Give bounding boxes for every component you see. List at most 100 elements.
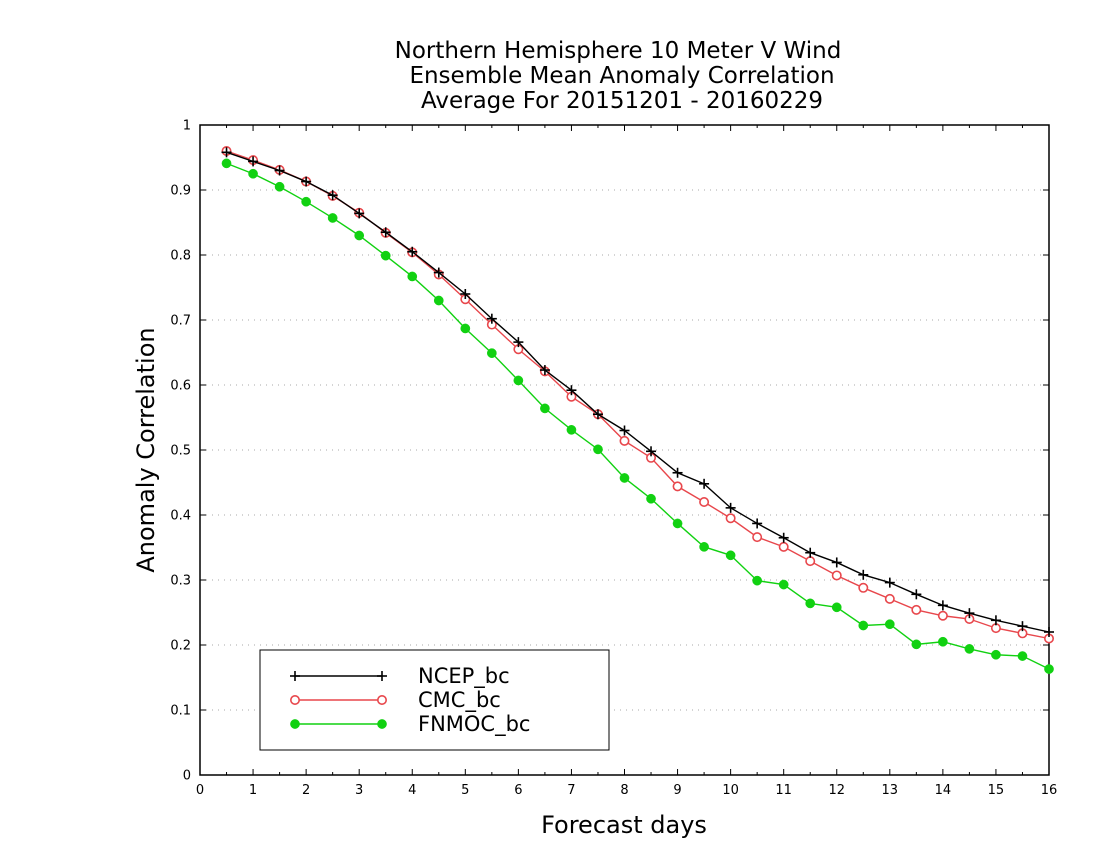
y-tick-label: 0.5 [170, 444, 191, 459]
y-tick-label: 0.3 [170, 574, 191, 589]
y-tick-label: 0.7 [170, 314, 191, 329]
data-point-FNMOC_bc [221, 158, 232, 169]
data-point-FNMOC_bc [831, 602, 842, 613]
data-point-FNMOC_bc [938, 636, 948, 647]
x-tick-label: 0 [196, 783, 204, 798]
y-tick-label: 0.2 [170, 639, 191, 654]
data-point-NCEP_bc [274, 165, 285, 176]
data-point-CMC_bc [778, 541, 789, 552]
series-line-CMC_bc [226, 150, 1050, 640]
x-axis-title: Forecast days [541, 811, 707, 839]
x-tick-label: 4 [408, 783, 416, 798]
data-point-FNMOC_bc [752, 575, 763, 586]
data-point-FNMOC_bc [593, 444, 603, 455]
data-point-NCEP_bc [752, 518, 763, 529]
series-line-NCEP_bc [226, 151, 1050, 633]
data-point-CMC_bc [937, 610, 948, 621]
data-point-NCEP_bc [460, 289, 471, 299]
data-point-FNMOC_bc [407, 271, 418, 282]
data-point-FNMOC_bc [433, 295, 444, 306]
data-point-FNMOC_bc [460, 323, 471, 334]
data-point-NCEP_bc [937, 600, 948, 611]
data-point-FNMOC_bc [1044, 664, 1054, 674]
y-tick-label: 0.9 [170, 184, 191, 199]
data-point-NCEP_bc [805, 547, 816, 558]
data-point-CMC_bc [805, 556, 816, 567]
y-tick-label: 0.6 [170, 379, 191, 394]
data-point-FNMOC_bc [858, 620, 869, 631]
series-layer [221, 146, 1055, 674]
data-point-FNMOC_bc [540, 403, 550, 414]
y-tick-label: 0.8 [170, 249, 191, 264]
data-point-NCEP_bc [911, 589, 922, 600]
legend-label: CMC_bc [418, 688, 501, 713]
data-point-FNMOC_bc [646, 493, 656, 504]
data-point-NCEP_bc [327, 190, 338, 201]
data-point-NCEP_bc [831, 557, 842, 568]
data-point-FNMOC_bc [964, 644, 975, 654]
data-point-FNMOC_bc [991, 649, 1001, 660]
data-point-NCEP_bc [407, 246, 418, 257]
legend-entry-CMC_bc: CMC_bc [289, 688, 501, 713]
data-point-CMC_bc [831, 570, 842, 581]
data-point-CMC_bc [619, 435, 630, 446]
data-point-FNMOC_bc [619, 473, 630, 483]
data-point-CMC_bc [884, 593, 895, 604]
data-point-FNMOC_bc [274, 181, 285, 192]
y-tick-label: 0.4 [170, 509, 191, 524]
data-point-FNMOC_bc [699, 542, 709, 552]
data-point-NCEP_bc [221, 147, 232, 158]
legend-entry-NCEP_bc: NCEP_bc [290, 664, 510, 689]
x-tick-label: 13 [882, 783, 899, 798]
data-point-FNMOC_bc [354, 230, 365, 241]
data-point-FNMOC_bc [725, 550, 736, 561]
data-point-FNMOC_bc [248, 168, 258, 179]
data-point-NCEP_bc [990, 615, 1001, 626]
data-point-FNMOC_bc [486, 348, 497, 358]
data-point-FNMOC_bc [380, 250, 391, 261]
legend-marker-right [377, 671, 387, 681]
data-point-FNMOC_bc [672, 518, 683, 529]
data-point-NCEP_bc [566, 385, 577, 396]
data-point-NCEP_bc [619, 425, 630, 436]
data-point-NCEP_bc [592, 409, 603, 420]
x-tick-label: 6 [514, 783, 522, 798]
data-point-NCEP_bc [513, 337, 524, 348]
data-point-NCEP_bc [539, 365, 550, 376]
x-tick-label: 14 [935, 783, 952, 798]
x-tick-label: 2 [302, 783, 310, 798]
data-point-FNMOC_bc [513, 375, 524, 386]
series-CMC_bc [221, 146, 1055, 644]
y-tick-label: 1 [183, 119, 191, 134]
x-tick-label: 7 [567, 783, 575, 798]
data-point-FNMOC_bc [911, 639, 922, 650]
data-point-CMC_bc [699, 496, 710, 507]
data-point-NCEP_bc [699, 478, 710, 489]
series-FNMOC_bc [221, 158, 1054, 674]
x-tick-label: 5 [461, 783, 469, 798]
x-tick-label: 1 [249, 783, 257, 798]
legend-entry-FNMOC_bc: FNMOC_bc [290, 712, 530, 737]
data-point-NCEP_bc [354, 208, 365, 219]
data-point-FNMOC_bc [327, 213, 338, 223]
data-point-FNMOC_bc [566, 425, 577, 435]
series-NCEP_bc [221, 147, 1054, 637]
x-tick-label: 10 [722, 783, 739, 798]
x-tick-label: 16 [1041, 783, 1058, 798]
legend-marker-left [290, 719, 300, 729]
data-point-NCEP_bc [380, 227, 391, 238]
chart-title-line-3: Average For 20151201 - 20160229 [421, 88, 823, 114]
y-tick-label: 0 [183, 769, 191, 784]
data-point-CMC_bc [725, 513, 736, 524]
data-point-FNMOC_bc [805, 598, 816, 609]
data-point-CMC_bc [911, 604, 922, 615]
data-point-CMC_bc [858, 582, 869, 593]
x-tick-label: 15 [988, 783, 1005, 798]
data-point-NCEP_bc [672, 467, 683, 478]
chart-title: Northern Hemisphere 10 Meter V Wind Ense… [395, 38, 842, 114]
data-point-NCEP_bc [725, 502, 736, 513]
chart-title-line-1: Northern Hemisphere 10 Meter V Wind [395, 38, 842, 64]
series-line-FNMOC_bc [226, 162, 1050, 670]
x-tick-label: 3 [355, 783, 363, 798]
